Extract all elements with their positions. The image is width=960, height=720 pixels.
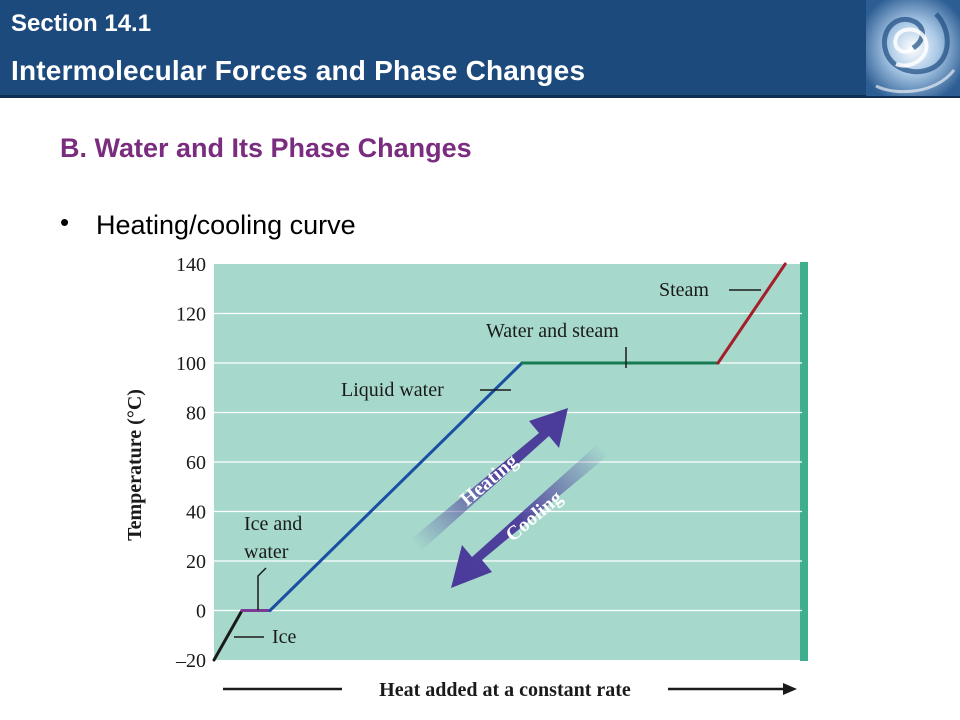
phase-curve	[212, 262, 787, 662]
banner-divider	[0, 95, 960, 98]
cooling-arrow-icon	[451, 441, 611, 588]
y-tick-label: 20	[186, 551, 206, 573]
y-tick-label: 120	[176, 304, 206, 326]
plot-edge	[800, 262, 808, 661]
y-tick-label: 80	[186, 403, 206, 425]
slide-heading: B. Water and Its Phase Changes	[60, 133, 472, 163]
y-tick-label: 60	[186, 452, 206, 474]
x-axis-arrowhead-icon	[783, 683, 797, 695]
y-tick-label: 100	[176, 353, 206, 375]
y-axis-label: Temperature (°C)	[124, 389, 146, 541]
swirl-logo-icon	[866, 0, 960, 96]
heating-arrow-icon	[410, 408, 568, 552]
annotation-ice-and-water-line2: water	[244, 541, 289, 563]
annotation-liquid-water: Liquid water	[341, 379, 444, 401]
annotation-ice: Ice	[272, 626, 297, 648]
curve-segment-ice	[212, 609, 244, 662]
x-axis-label: Heat added at a constant rate	[379, 679, 631, 701]
section-label: Section 14.1	[11, 10, 152, 37]
annotation-ice-and-water-line1: Ice and	[244, 513, 302, 535]
bullet-text: Heating/cooling curve	[96, 210, 356, 240]
y-tick-label: –20	[175, 650, 206, 672]
annotation-ice-and-water-leader	[257, 567, 267, 610]
y-tick-label: 40	[186, 502, 206, 524]
curve-segment-liquid-water	[268, 361, 524, 612]
annotation-water-and-steam: Water and steam	[486, 320, 619, 342]
annotation-steam: Steam	[659, 279, 709, 301]
y-tick-labels: 140 120 100 80 60 40 20 0 –20	[175, 254, 206, 672]
bullet-dot: •	[60, 207, 70, 237]
curve-segment-steam	[716, 262, 787, 365]
y-tick-label: 140	[176, 254, 206, 276]
y-tick-label: 0	[196, 601, 206, 623]
title-banner	[0, 0, 960, 96]
section-title: Intermolecular Forces and Phase Changes	[11, 55, 586, 86]
